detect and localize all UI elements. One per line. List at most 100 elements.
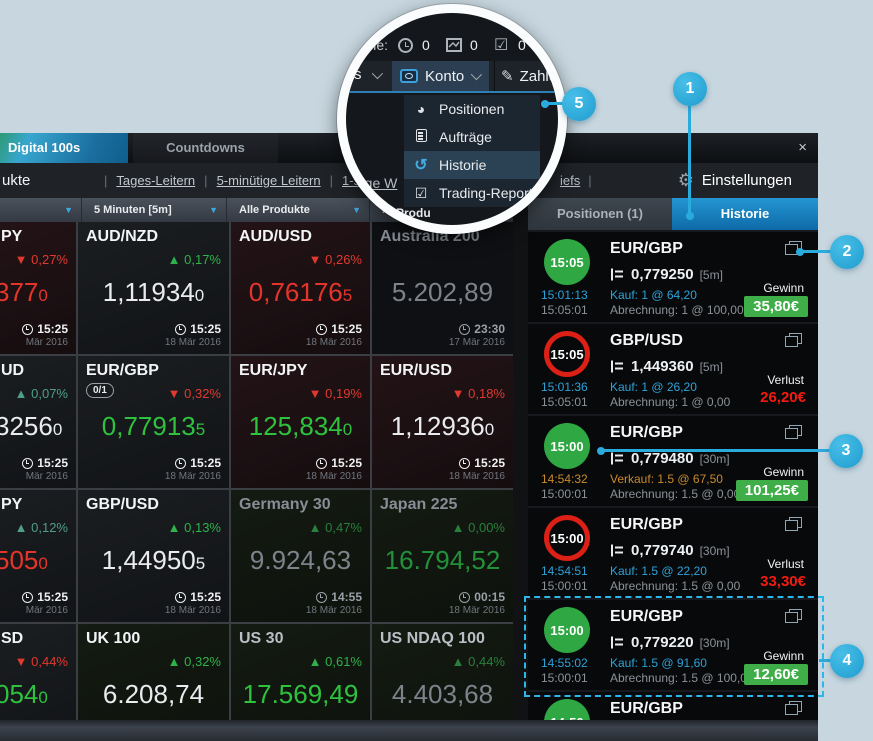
entry-price: 0,779480 xyxy=(631,450,694,467)
quote-date: 18 Mär 2016 xyxy=(305,471,362,482)
entry-market: EUR/GBP xyxy=(610,516,683,533)
market-tile-uk100[interactable]: UK 100 ▲ 0,32% 6.208,74 xyxy=(78,624,229,720)
market-tile-partial[interactable]: UD ▲ 0,07% 32560 15:25 Mär 2016 xyxy=(0,356,76,488)
nav-link-tages-leitern[interactable]: Tages-Leitern xyxy=(116,173,196,188)
close-icon[interactable]: × xyxy=(798,139,807,156)
settings-button[interactable]: ⚙ Einstellungen xyxy=(678,163,792,198)
clock-icon xyxy=(459,591,471,603)
copy-icon[interactable] xyxy=(785,333,802,347)
products-dropdown[interactable]: Alle Produkte ▼ xyxy=(227,198,370,222)
market-tile-eurusd[interactable]: EUR/USD ▼ 0,18% 1,129360 15:25 18 Mär 20… xyxy=(372,356,513,488)
market-tile-audusd[interactable]: AUD/USD ▼ 0,26% 0,761765 15:25 18 Mär 20… xyxy=(231,222,370,354)
callout-badge-1: 1 xyxy=(673,72,707,106)
entry-market: EUR/GBP xyxy=(610,424,683,441)
nav-link-5-minuetige-leitern[interactable]: 5-minütige Leitern xyxy=(216,173,321,188)
result-amount: 26,20€ xyxy=(760,389,806,406)
history-entry[interactable]: 15:05 EUR/GBP 0,779250 [5m] 15:01:13 Kau… xyxy=(528,232,818,322)
market-tile-usndaq100[interactable]: US NDAQ 100 ▲ 0,44% 4.403,68 xyxy=(372,624,513,720)
trade-time: 14:55:02 xyxy=(541,656,588,670)
market-tile-audnzd[interactable]: AUD/NZD ▲ 0,17% 1,119340 15:25 18 Mär 20… xyxy=(78,222,229,354)
market-grid: PY ▼ 0,27% 3770 15:25 Mär 2016 AUD/NZD ▲… xyxy=(0,222,513,720)
change-percent: 0,26% xyxy=(325,252,362,267)
check-icon: ☑ xyxy=(494,37,509,54)
entry-price: 0,779220 xyxy=(631,634,694,651)
menu-item-trading-report[interactable]: ☑ Trading-Report xyxy=(404,179,540,207)
highlighted-entry-box xyxy=(524,596,824,697)
market-tile-eurjpy[interactable]: EUR/JPY ▼ 0,19% 125,8340 15:25 18 Mär 20… xyxy=(231,356,370,488)
chevron-down-icon: ▼ xyxy=(209,205,218,215)
quote-time: 15:25 xyxy=(331,456,362,470)
nav-partial-produkte[interactable]: ukte xyxy=(2,172,31,189)
price: 9.924,63 xyxy=(249,545,352,575)
quote-time: 00:15 xyxy=(474,590,505,604)
menu-item-positionen[interactable]: ◕ Positionen xyxy=(404,95,540,123)
konto-menu-button[interactable]: Konto xyxy=(392,61,489,91)
market-tile-partial[interactable]: SD ▼ 0,44% 0540 xyxy=(0,624,76,720)
history-entry[interactable]: 15:00 EUR/GBP 0,779740 [30m] 14:54:51 Ka… xyxy=(528,508,818,598)
result-label: Gewinn xyxy=(763,281,804,295)
entry-timeframe: [30m] xyxy=(699,635,730,650)
tab-digital-100s[interactable]: Digital 100s xyxy=(0,133,128,163)
result-label: Verlust xyxy=(767,373,804,387)
pen-icon: ✎ xyxy=(501,68,514,85)
market-tile-us30[interactable]: US 30 ▲ 0,61% 17.569,49 xyxy=(231,624,370,720)
nav-link-partial[interactable]: iefs xyxy=(560,173,581,188)
price: 17.569,49 xyxy=(242,679,359,709)
timeframe-dropdown[interactable]: 5 Minuten [5m] ▼ xyxy=(82,198,227,222)
price-subdigit: 0 xyxy=(38,286,48,305)
callout-badge-2: 2 xyxy=(830,235,864,269)
market-name: EUR/GBP xyxy=(86,362,159,379)
market-name: US NDAQ 100 xyxy=(380,630,485,647)
market-tile-eurgbp[interactable]: EUR/GBP 0/1 ▼ 0,32% 0,779135 15:25 18 Mä… xyxy=(78,356,229,488)
entry-price: 0,779250 xyxy=(631,266,694,283)
market-tile-partial[interactable]: PY ▼ 0,27% 3770 15:25 Mär 2016 xyxy=(0,222,76,354)
change-arrow-icon: ▼ xyxy=(14,252,28,267)
history-entry[interactable]: 15:05 GBP/USD 1,449360 [5m] 15:01:36 Kau… xyxy=(528,324,818,414)
filter-dropdown-partial[interactable]: ▼ xyxy=(0,198,82,222)
market-tile-japan225[interactable]: Japan 225 ▲ 0,00% 16.794,52 00:15 18 Mär… xyxy=(372,490,513,622)
market-name: UK 100 xyxy=(86,630,141,647)
copy-icon[interactable] xyxy=(785,425,802,439)
menubar-left-partial[interactable]: s xyxy=(354,66,362,83)
copy-icon[interactable] xyxy=(785,517,802,531)
quote-date: 18 Mär 2016 xyxy=(164,471,221,482)
market-tile-australia200[interactable]: Australia 200 5.202,89 23:30 17 Mär 2016 xyxy=(372,222,513,354)
callout-line-4 xyxy=(819,659,833,662)
tab-historie[interactable]: Historie xyxy=(672,198,818,230)
settlement-time: 15:00:01 xyxy=(541,579,588,593)
quote-date: Mär 2016 xyxy=(25,471,68,482)
price: 1,44950 xyxy=(101,545,196,575)
market-tile-partial[interactable]: PY ▲ 0,12% 5050 15:25 Mär 2016 xyxy=(0,490,76,622)
price: 5.202,89 xyxy=(391,277,494,307)
tab-positionen[interactable]: Positionen (1) xyxy=(528,198,672,230)
callout-line-1 xyxy=(688,106,691,216)
window-footer xyxy=(0,720,818,741)
account-menubar: s Konto ✎ Zahlu xyxy=(346,61,558,93)
price: 1,12936 xyxy=(390,411,485,441)
nav-separator: | xyxy=(204,173,208,188)
change-arrow-icon: ▲ xyxy=(451,654,465,669)
price: 16.794,52 xyxy=(384,545,501,575)
history-entry-highlighted[interactable]: 15:00 EUR/GBP 0,779220 [30m] 14:55:02 Ka… xyxy=(528,600,818,690)
copy-icon[interactable] xyxy=(785,609,802,623)
zahlungen-menu-button[interactable]: ✎ Zahlu xyxy=(494,61,557,91)
change-arrow-icon: ▲ xyxy=(308,654,322,669)
ladder-icon xyxy=(611,544,623,557)
market-tile-gbpusd[interactable]: GBP/USD ▲ 0,13% 1,449505 15:25 18 Mär 20… xyxy=(78,490,229,622)
change-percent: 0,44% xyxy=(31,654,68,669)
quote-time: 15:25 xyxy=(331,322,362,336)
menu-item-auftraege[interactable]: Aufträge xyxy=(404,123,540,151)
tab-countdowns[interactable]: Countdowns xyxy=(133,133,278,163)
price-subdigit: 5 xyxy=(195,554,206,573)
market-tile-germany30[interactable]: Germany 30 ▲ 0,47% 9.924,63 14:55 18 Mär… xyxy=(231,490,370,622)
menu-item-label: Positionen xyxy=(439,101,505,117)
menu-item-label: Trading-Report xyxy=(439,185,533,201)
history-entry[interactable]: 15:00 EUR/GBP 0,779480 [30m] 14:54:32 Ve… xyxy=(528,416,818,506)
trade-action: Verkauf: 1.5 @ 67,50 xyxy=(610,472,723,486)
quote-date: 18 Mär 2016 xyxy=(164,605,221,616)
ladder-icon xyxy=(611,452,623,465)
copy-icon[interactable] xyxy=(785,701,802,715)
market-name: GBP/USD xyxy=(86,496,159,513)
menu-item-historie[interactable]: ↺ Historie xyxy=(404,151,540,179)
price-subdigit: 0 xyxy=(52,420,63,439)
